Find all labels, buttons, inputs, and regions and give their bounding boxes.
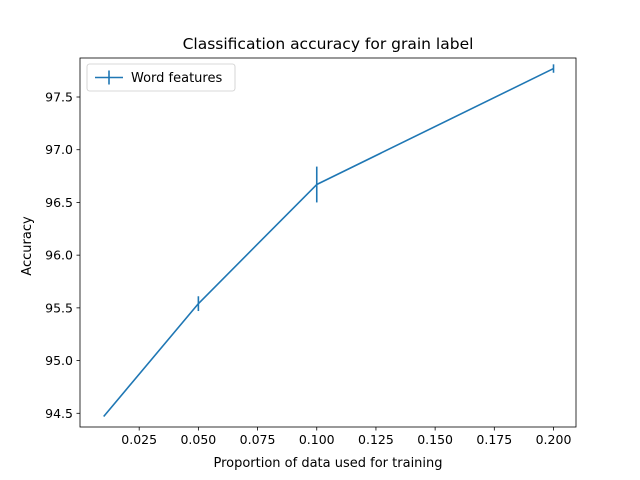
legend-label: Word features bbox=[131, 71, 222, 86]
series-line bbox=[103, 67, 554, 417]
x-tick-label: 0.100 bbox=[299, 432, 335, 447]
legend: Word features bbox=[86, 63, 236, 92]
y-tick-label: 95.5 bbox=[45, 300, 73, 315]
plot-frame bbox=[79, 57, 577, 428]
y-tick-label: 97.0 bbox=[45, 142, 73, 157]
x-tick-label: 0.075 bbox=[240, 432, 276, 447]
x-tick-label: 0.050 bbox=[180, 432, 216, 447]
legend-box bbox=[86, 63, 236, 92]
y-tick-label: 97.5 bbox=[45, 90, 73, 105]
series-layer bbox=[103, 64, 555, 417]
y-axis-ticks: 94.5 95.0 95.5 96.0 96.5 97.0 97.5 bbox=[45, 90, 80, 421]
y-tick-label: 96.0 bbox=[45, 248, 73, 263]
y-tick-label: 95.0 bbox=[45, 353, 73, 368]
x-tick-label: 0.175 bbox=[476, 432, 512, 447]
y-axis-label: Accuracy bbox=[20, 216, 35, 276]
x-tick-label: 0.150 bbox=[417, 432, 453, 447]
plot-area bbox=[79, 57, 577, 428]
chart-title: Classification accuracy for grain label bbox=[183, 35, 474, 53]
x-tick-label: 0.025 bbox=[121, 432, 157, 447]
y-tick-label: 96.5 bbox=[45, 195, 73, 210]
x-axis-ticks: 0.025 0.050 0.075 0.100 0.125 0.150 0.175 0.200 bbox=[121, 427, 571, 447]
y-tick-label: 94.5 bbox=[45, 406, 73, 421]
x-axis-label: Proportion of data used for training bbox=[213, 456, 442, 471]
x-tick-label: 0.200 bbox=[536, 432, 572, 447]
x-tick-label: 0.125 bbox=[358, 432, 394, 447]
